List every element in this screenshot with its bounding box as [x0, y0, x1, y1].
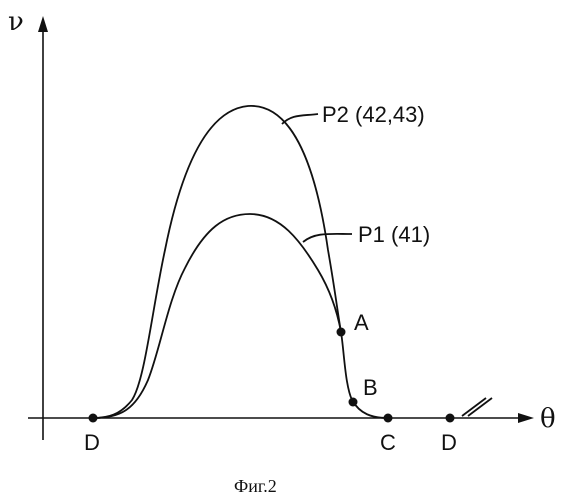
series-label-p2: P2 (42,43) [322, 102, 425, 127]
break-mark-2 [468, 398, 492, 416]
point-c [384, 414, 393, 423]
p2-leader-line [282, 114, 318, 124]
point-b [349, 398, 358, 407]
point-d-left [89, 414, 98, 423]
y-axis-arrow [38, 16, 48, 32]
y-axis-label: ν [8, 7, 24, 37]
point-label-d-left: D [84, 430, 100, 455]
figure-caption: Фиг.2 [234, 476, 277, 496]
point-label-c: C [380, 430, 396, 455]
series-label-p1: P1 (41) [358, 222, 430, 247]
point-a [337, 328, 346, 337]
series-p2-curve [93, 106, 341, 418]
point-label-d-right: D [441, 430, 457, 455]
break-mark-1 [462, 398, 486, 416]
point-d-right [446, 414, 455, 423]
point-label-b: B [363, 375, 378, 400]
x-axis-label: θ [540, 404, 556, 434]
point-label-a: A [354, 310, 369, 335]
x-axis-arrow [518, 413, 534, 423]
